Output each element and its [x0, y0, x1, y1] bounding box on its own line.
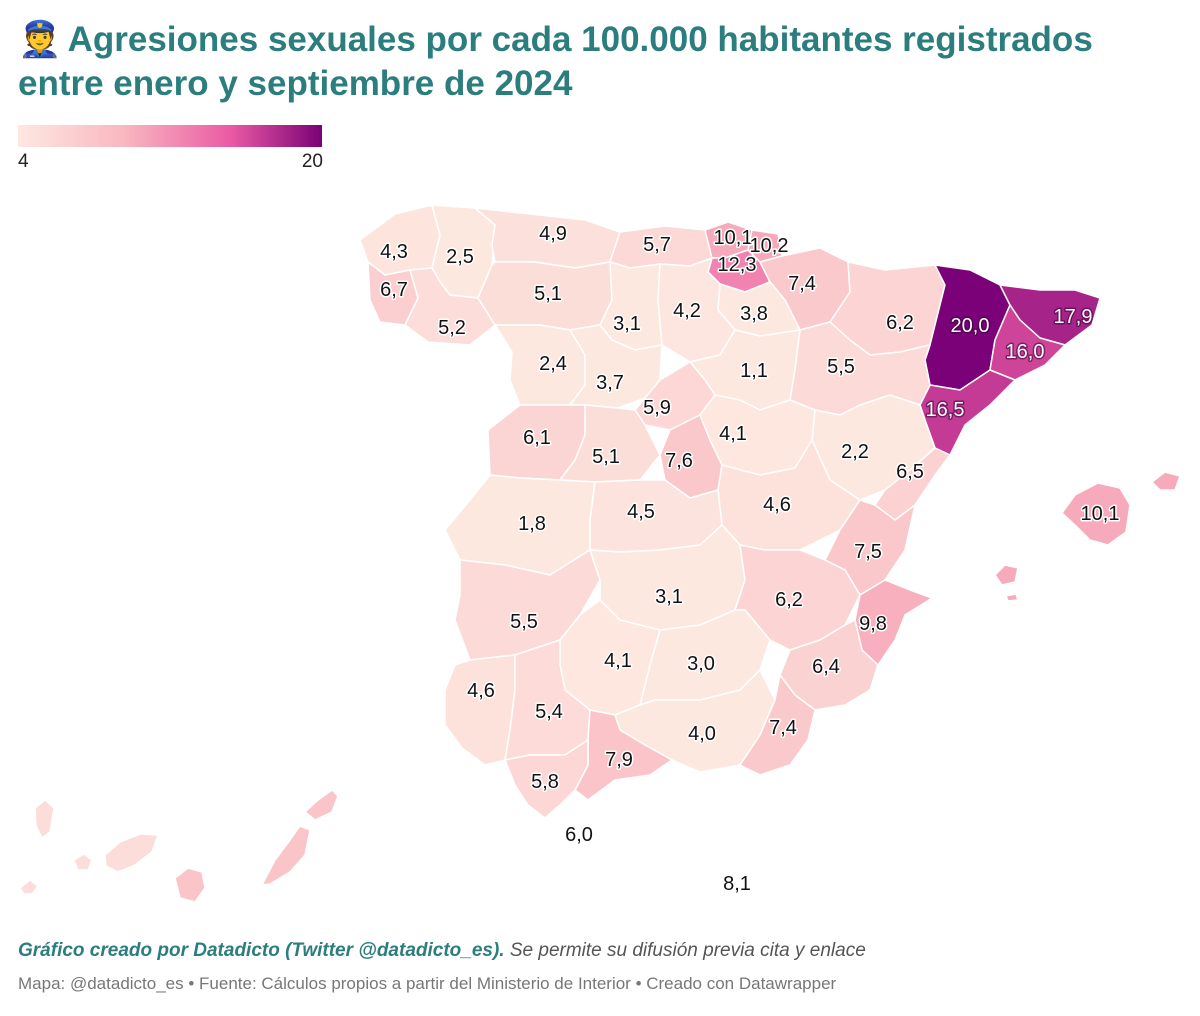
value-bizkaia: 10,1	[714, 227, 753, 249]
region-canarias-la-gomera	[73, 853, 93, 871]
value-almeria: 7,4	[769, 717, 797, 739]
value-burgos: 4,2	[673, 300, 701, 322]
chart-title: 👮 Agresiones sexuales por cada 100.000 ha…	[18, 18, 1188, 106]
value-madrid: 7,6	[665, 450, 693, 472]
region-canarias-fuerteventura	[261, 825, 311, 886]
value-guadalajara: 4,1	[719, 423, 747, 445]
region-baleares-mallorca	[1061, 482, 1131, 546]
color-legend: 4 20	[18, 125, 323, 173]
value-zamora: 2,4	[539, 353, 567, 375]
value-malaga: 7,9	[605, 749, 633, 771]
police-officer-icon: 👮	[18, 20, 62, 59]
value-araba: 12,3	[718, 254, 757, 276]
value-zaragoza: 5,5	[827, 356, 855, 378]
region-canarias-tenerife	[104, 833, 159, 873]
value-sevilla: 5,4	[535, 701, 563, 723]
region-canarias-gran-canaria	[174, 867, 206, 903]
chart-title-text: Agresiones sexuales por cada 100.000 hab…	[18, 20, 1093, 103]
value-gipuzkoa: 10,2	[750, 235, 789, 257]
source-line: Mapa: @datadicto_es • Fuente: Cálculos p…	[18, 974, 837, 993]
value-caceres: 1,8	[518, 513, 546, 535]
region-baleares-menorca	[1151, 471, 1181, 491]
region-baleares-formentera	[1005, 593, 1019, 602]
credit-note: Se permite su difusión previa cita y enl…	[504, 940, 866, 961]
value-melilla: 8,1	[723, 873, 751, 895]
value-alicante: 9,8	[859, 613, 887, 635]
value-baleares: 10,1	[1081, 503, 1120, 525]
value-cantabria: 5,7	[643, 234, 671, 256]
value-palencia: 3,1	[613, 313, 641, 335]
value-cordoba: 4,1	[604, 650, 632, 672]
value-asturias: 4,9	[539, 223, 567, 245]
value-jaen: 3,0	[687, 653, 715, 675]
credit-author: Gráfico creado por Datadicto (Twitter @d…	[18, 940, 505, 961]
region-canarias-lanzarote	[304, 789, 339, 821]
value-huelva: 4,6	[467, 680, 495, 702]
legend-ticks: 4 20	[18, 151, 323, 173]
value-lugo: 2,5	[446, 246, 474, 268]
value-avila: 5,1	[592, 446, 620, 468]
region-almeria	[739, 674, 816, 776]
color-scale-bar	[18, 125, 322, 147]
value-ourense: 5,2	[438, 317, 466, 339]
value-tarragona: 16,5	[926, 399, 965, 421]
value-ceuta: 6,0	[565, 824, 593, 846]
value-girona: 17,9	[1054, 306, 1093, 328]
value-toledo: 4,5	[627, 501, 655, 523]
value-cadiz: 5,8	[531, 771, 559, 793]
value-murcia: 6,4	[812, 656, 840, 678]
value-cuenca: 4,6	[763, 494, 791, 516]
value-navarra: 7,4	[788, 273, 816, 295]
value-lleida: 20,0	[951, 315, 990, 337]
credit-line: Gráfico creado por Datadicto (Twitter @d…	[18, 940, 1188, 962]
value-albacete: 6,2	[775, 589, 803, 611]
legend-min-label: 4	[18, 151, 29, 172]
value-granada: 4,0	[688, 723, 716, 745]
value-pontevedra: 6,7	[380, 279, 408, 301]
region-burgos	[657, 257, 736, 363]
value-teruel: 2,2	[841, 441, 869, 463]
value-valladolid: 3,7	[596, 372, 624, 394]
region-canarias-el-hierro	[19, 879, 39, 895]
region-barcelona	[989, 304, 1066, 381]
value-huesca: 6,2	[886, 312, 914, 334]
value-segovia: 5,9	[643, 397, 671, 419]
value-castellon: 6,5	[896, 461, 924, 483]
region-huelva	[444, 654, 516, 766]
region-cadiz	[504, 739, 589, 819]
region-baleares-ibiza	[994, 564, 1019, 586]
value-la-rioja: 3,8	[740, 303, 768, 325]
value-a-coruna: 4,3	[380, 241, 408, 263]
legend-max-label: 20	[301, 151, 323, 172]
chart-footer: Gráfico creado por Datadicto (Twitter @d…	[18, 940, 1188, 994]
value-valencia: 7,5	[854, 541, 882, 563]
value-leon: 5,1	[534, 283, 562, 305]
region-canarias-la-palma	[34, 799, 55, 839]
value-salamanca: 6,1	[523, 427, 551, 449]
chart-header: 👮 Agresiones sexuales por cada 100.000 ha…	[18, 18, 1188, 106]
value-soria: 1,1	[740, 360, 768, 382]
value-barcelona: 16,0	[1006, 341, 1045, 363]
value-badajoz: 5,5	[510, 611, 538, 633]
value-ciudad-real: 3,1	[655, 586, 683, 608]
